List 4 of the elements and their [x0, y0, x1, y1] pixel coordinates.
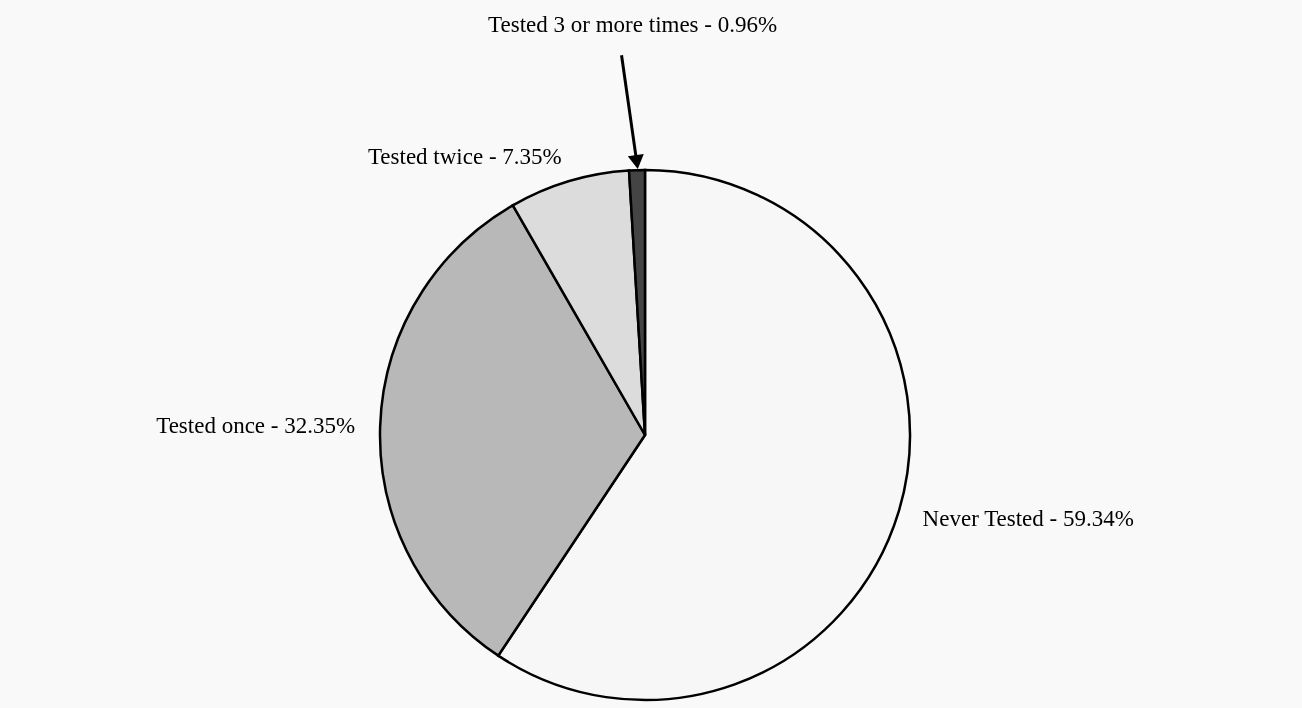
slice-label: Never Tested - 59.34%	[922, 505, 1134, 531]
slice-label: Tested once - 32.35%	[156, 412, 356, 438]
slice-label: Tested twice - 7.35%	[367, 144, 562, 170]
slice-label: Tested 3 or more times - 0.96%	[488, 12, 778, 38]
